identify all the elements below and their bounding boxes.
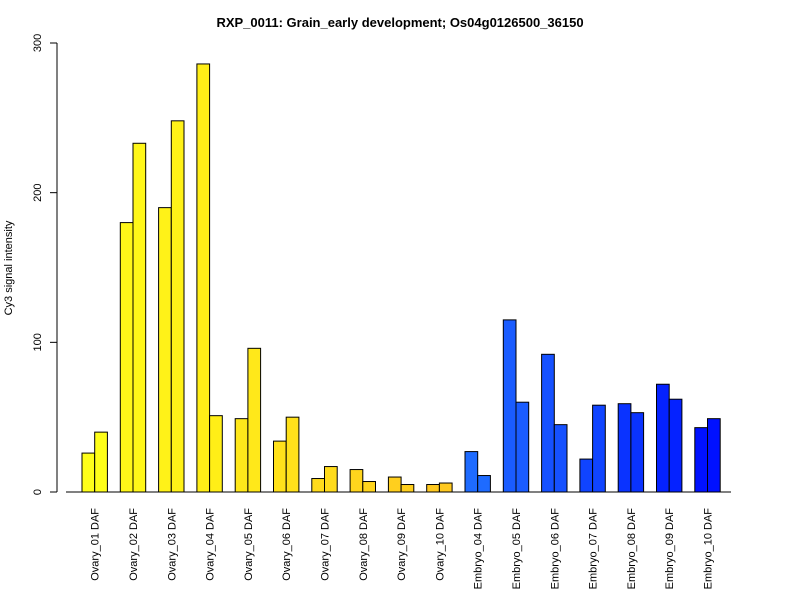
bars (81, 63, 721, 493)
x-tick-label: Ovary_05 DAF (243, 508, 255, 581)
chart-title: RXP_0011: Grain_early development; Os04g… (216, 15, 583, 30)
y-axis: 0 100 200 300 (32, 34, 58, 495)
y-tick-label: 200 (32, 183, 44, 201)
bar (349, 469, 364, 493)
bar (94, 431, 108, 493)
x-tick-label: Embryo_07 DAF (588, 508, 600, 590)
bar (247, 347, 262, 493)
bar (477, 475, 491, 493)
bar (694, 427, 708, 493)
bar (400, 484, 415, 493)
x-tick-label: Ovary_08 DAF (358, 508, 370, 581)
bar (656, 383, 670, 493)
bar (387, 476, 402, 493)
x-tick-label: Ovary_07 DAF (320, 508, 332, 581)
bar (119, 222, 134, 493)
bar (170, 120, 185, 493)
bar (362, 481, 376, 493)
x-tick-label: Embryo_05 DAF (511, 508, 523, 590)
x-tick-label: Embryo_06 DAF (549, 508, 561, 590)
x-tick-label: Ovary_06 DAF (281, 508, 293, 581)
bar (515, 401, 530, 493)
y-tick-label: 300 (32, 34, 44, 52)
bar (311, 478, 325, 493)
x-tick-label: Ovary_04 DAF (205, 508, 217, 581)
x-tick-label: Embryo_10 DAF (703, 508, 715, 590)
x-tick-label: Embryo_08 DAF (626, 508, 638, 590)
bar (209, 415, 223, 493)
bar (668, 398, 683, 493)
x-tick-label: Ovary_02 DAF (128, 508, 140, 581)
bar (464, 451, 479, 493)
bar (285, 416, 300, 493)
bar (438, 482, 453, 493)
bar (630, 412, 645, 493)
x-tick-label: Embryo_04 DAF (473, 508, 485, 590)
bar (502, 319, 517, 493)
x-tick-label: Ovary_09 DAF (396, 508, 408, 581)
y-tick-label: 0 (32, 489, 44, 495)
bar (592, 404, 606, 493)
bar (579, 458, 594, 493)
x-tick-labels: Ovary_01 DAF Ovary_02 DAF Ovary_03 DAF Ovar… (90, 508, 715, 590)
bar (617, 403, 632, 493)
y-tick-label: 100 (32, 333, 44, 351)
bar (426, 484, 440, 493)
bar (132, 142, 147, 493)
bar (707, 418, 721, 493)
bar (541, 353, 555, 493)
x-tick-label: Ovary_01 DAF (90, 508, 102, 581)
y-axis-label: Cy3 signal intensity (3, 220, 15, 315)
bar (81, 452, 96, 493)
bar (324, 466, 338, 493)
bar (553, 424, 568, 493)
bar (234, 418, 249, 493)
x-tick-label: Embryo_09 DAF (664, 508, 676, 590)
bar (196, 63, 211, 493)
x-tick-label: Ovary_03 DAF (166, 508, 178, 581)
x-tick-label: Ovary_10 DAF (434, 508, 446, 581)
bar (273, 440, 287, 493)
bar (158, 207, 172, 493)
